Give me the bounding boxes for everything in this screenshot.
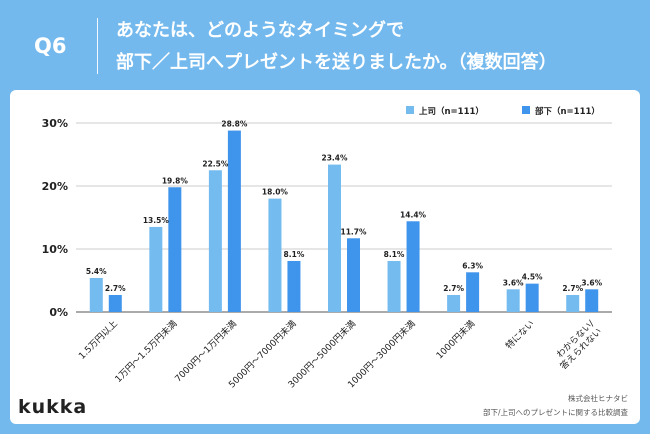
question-title-line2: 部下／上司へプレゼントを送りましたか。（複数回答） <box>116 52 557 73</box>
data-label: 18.0% <box>262 188 289 197</box>
data-label: 19.8% <box>162 176 189 185</box>
bar <box>328 164 341 312</box>
x-category-label: 1000円〜3000円未満 <box>345 318 418 391</box>
x-category-label: 1万円〜1.5万円未満 <box>112 318 179 385</box>
x-category-label-line: 5000円〜7000円未満 <box>226 318 299 391</box>
x-category-label-line: 1000円未満 <box>433 318 477 362</box>
legend-swatch <box>522 106 530 114</box>
x-category-label-line: 1.5万円以上 <box>77 318 120 361</box>
bar <box>208 170 222 312</box>
data-label: 11.7% <box>340 227 367 236</box>
bar <box>347 238 360 312</box>
x-category-label: 特にない <box>503 318 537 352</box>
x-category-label: 1.5万円以上 <box>77 318 120 361</box>
question-title-line1: あなたは、どのようなタイミングで <box>116 20 404 41</box>
bar <box>108 294 122 312</box>
legend-swatch <box>406 106 414 114</box>
data-label: 3.6% <box>581 278 602 287</box>
bar <box>387 260 401 312</box>
bar <box>168 187 182 312</box>
x-category-label: 5000円〜7000円未満 <box>226 318 299 391</box>
chart-card <box>10 90 640 424</box>
x-category-label-line: 3000円〜5000円未満 <box>285 318 358 391</box>
bar <box>525 283 539 312</box>
x-category-label-line: 7000円〜1万円未満 <box>172 318 239 385</box>
bar <box>149 226 163 312</box>
data-label: 28.8% <box>221 120 248 129</box>
data-label: 23.4% <box>321 154 348 163</box>
data-label: 2.7% <box>105 284 126 293</box>
bar <box>89 277 103 312</box>
data-label: 14.4% <box>400 210 427 219</box>
data-label: 2.7% <box>443 284 464 293</box>
data-label: 8.1% <box>284 250 305 259</box>
y-tick-label: 20% <box>42 180 68 193</box>
x-category-label: 3000円〜5000円未満 <box>285 318 358 391</box>
x-category-label: 1000円未満 <box>433 318 477 362</box>
header: Q6 あなたは、どのようなタイミングで 部下／上司へプレゼントを送りましたか。（… <box>0 0 650 88</box>
header-divider <box>97 18 98 74</box>
x-category-label: わからない/答えられない <box>550 318 604 372</box>
source-company: 株式会社ヒナタビ <box>568 394 628 403</box>
x-category-label: 7000円〜1万円未満 <box>172 318 239 385</box>
legend-label: 上司（n=111） <box>419 106 484 117</box>
source-survey: 部下/上司へのプレゼントに関する比較調査 <box>482 408 628 417</box>
bar <box>227 130 241 312</box>
bar <box>506 289 520 312</box>
y-tick-label: 10% <box>42 243 68 256</box>
question-number: Q6 <box>34 34 67 58</box>
y-tick-label: 30% <box>42 117 68 130</box>
data-label: 13.5% <box>143 216 170 225</box>
x-category-label-line: 特にない <box>503 318 537 352</box>
data-label: 5.4% <box>86 267 107 276</box>
bar <box>287 260 301 312</box>
data-label: 8.1% <box>384 250 405 259</box>
x-category-label-line: 1000円〜3000円未満 <box>345 318 418 391</box>
bar <box>566 294 580 312</box>
legend-label: 部下（n=111） <box>535 106 600 117</box>
data-label: 2.7% <box>562 284 583 293</box>
bar <box>447 294 461 312</box>
data-label: 22.5% <box>202 159 229 168</box>
data-label: 6.3% <box>462 261 483 270</box>
bar <box>268 198 282 312</box>
bar <box>585 289 599 312</box>
y-tick-label: 0% <box>49 306 68 319</box>
x-category-label-line: 1万円〜1.5万円未満 <box>112 318 179 385</box>
bar <box>406 221 420 312</box>
brand-logo: kukka <box>18 396 88 418</box>
data-label: 4.5% <box>522 273 543 282</box>
data-label: 3.6% <box>503 278 524 287</box>
bar <box>466 272 480 312</box>
